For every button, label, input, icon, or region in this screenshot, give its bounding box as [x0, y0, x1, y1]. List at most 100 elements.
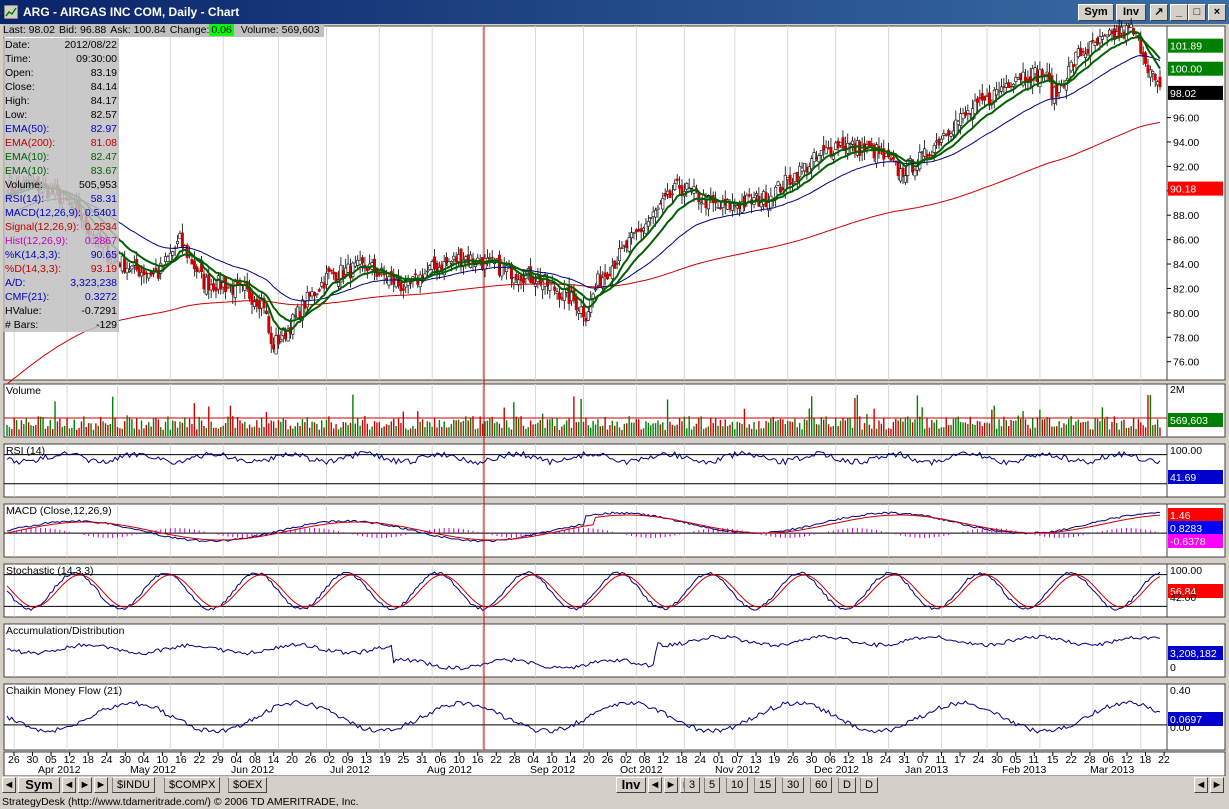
candle-body — [140, 272, 144, 277]
period-3[interactable]: 3 — [684, 777, 701, 793]
candle-body — [925, 153, 929, 158]
candle-body — [284, 332, 288, 340]
inv-button[interactable]: Inv — [1116, 4, 1146, 21]
rsi-badge: 41.69 — [1170, 472, 1196, 484]
price-tick-label: 84.00 — [1173, 259, 1199, 271]
candle-body — [1146, 64, 1150, 74]
data-row: # Bars: -129 — [3, 318, 119, 332]
scroll-left-icon[interactable]: ◄ — [1194, 777, 1208, 793]
date-tick-label: 02 — [323, 754, 335, 766]
candle-body — [819, 150, 823, 156]
candle-body — [649, 217, 653, 219]
date-tick-label: 31 — [898, 754, 910, 766]
candle-body — [776, 181, 780, 186]
candle-body — [1081, 50, 1085, 53]
candle-body — [1069, 61, 1073, 72]
candle-body — [553, 286, 557, 291]
sym-list-button[interactable]: Sym — [18, 777, 60, 793]
price-badge-label: 98.02 — [1170, 88, 1196, 100]
last-icon[interactable]: ► — [94, 777, 108, 793]
stoch-axis-top: 100.00 — [1170, 565, 1202, 577]
period-10[interactable]: 10 — [726, 777, 749, 793]
candle-body — [202, 273, 206, 290]
data-row: EMA(200): 81.08 — [3, 136, 119, 150]
sym-button[interactable]: Sym — [1078, 4, 1114, 21]
candle-body — [959, 113, 963, 126]
stoch-badge-bg — [1168, 584, 1223, 598]
data-row-value: 84.14 — [90, 81, 117, 93]
candle-body — [951, 130, 955, 136]
date-tick-label: 22 — [490, 754, 502, 766]
candle-body — [521, 278, 525, 284]
date-tick-label: 11 — [936, 754, 947, 766]
chart-area[interactable]: 76.0078.0080.0082.0084.0086.0088.0090.00… — [0, 0, 1229, 776]
candle-body — [829, 146, 833, 156]
candle-body — [733, 205, 737, 208]
candle-body — [168, 252, 172, 262]
candle-body — [980, 93, 984, 101]
stoch-d-line — [6, 574, 1161, 608]
data-row-value: 0.5401 — [84, 207, 117, 219]
candle-body — [870, 143, 874, 146]
candle-body — [267, 316, 271, 333]
scroll-right-icon[interactable]: ► — [1210, 777, 1224, 793]
inv-next-icon[interactable]: ► — [664, 777, 678, 793]
tab-compx[interactable]: $COMPX — [164, 777, 221, 793]
period-60[interactable]: 60 — [810, 777, 833, 793]
volume-badge-bg — [1168, 413, 1223, 427]
candle-body — [987, 92, 991, 105]
period-5[interactable]: 5 — [704, 777, 721, 793]
period-daily-alt[interactable]: D — [860, 777, 878, 793]
candle-body — [488, 256, 492, 259]
tab-indu[interactable]: $INDU — [112, 777, 156, 793]
period-15[interactable]: 15 — [754, 777, 777, 793]
period-30[interactable]: 30 — [782, 777, 805, 793]
candle-body — [358, 260, 362, 265]
candle-body — [654, 209, 658, 218]
candle-body — [1079, 47, 1083, 57]
minimize-icon[interactable]: _ — [1170, 4, 1188, 21]
change-label: Change: — [169, 24, 210, 36]
close-icon[interactable]: × — [1208, 4, 1226, 21]
candle-body — [841, 137, 845, 149]
candle-body — [291, 314, 295, 335]
prev-icon[interactable]: ◄ — [62, 777, 76, 793]
first-icon[interactable]: ◄ — [2, 777, 16, 793]
volume-bars — [6, 394, 1161, 436]
popout-icon[interactable]: ↗ — [1150, 4, 1168, 21]
data-row-value: 83.19 — [90, 67, 117, 79]
candle-body — [190, 259, 194, 265]
month-label: Nov 2012 — [715, 764, 760, 776]
tab-oex[interactable]: $OEX — [228, 777, 268, 793]
candle-body — [812, 152, 816, 163]
cmf-axis-top: 0.40 — [1170, 685, 1191, 697]
next-icon[interactable]: ► — [78, 777, 92, 793]
candle-body — [706, 194, 710, 210]
price-tick-label: 82.00 — [1173, 283, 1199, 295]
month-label: Dec 2012 — [814, 764, 859, 776]
date-tick-label: 30 — [806, 754, 818, 766]
candle-body — [939, 138, 943, 143]
candle-body — [176, 240, 180, 245]
candle-body — [728, 203, 732, 210]
date-tick-label: 02 — [620, 754, 632, 766]
inv-prev-icon[interactable]: ◄ — [648, 777, 662, 793]
date-tick-label: 25 — [398, 754, 410, 766]
candle-body — [346, 263, 350, 273]
candle-body — [747, 194, 751, 197]
candle-body — [276, 334, 280, 345]
candle-body — [1045, 71, 1049, 75]
inv-list-button[interactable]: Inv — [616, 777, 646, 793]
candle-body — [144, 272, 148, 275]
data-row: %K(14,3,3): 90.65 — [3, 248, 119, 262]
candle-body — [1158, 76, 1162, 88]
date-tick-label: 31 — [416, 754, 428, 766]
period-daily[interactable]: D — [838, 777, 856, 793]
grid-lines — [13, 26, 1142, 750]
date-tick-label: 12 — [657, 754, 669, 766]
price-tick-label: 92.00 — [1173, 161, 1199, 173]
date-tick-label: 04 — [138, 754, 150, 766]
maximize-icon[interactable]: □ — [1188, 4, 1206, 21]
candle-body — [618, 248, 622, 262]
